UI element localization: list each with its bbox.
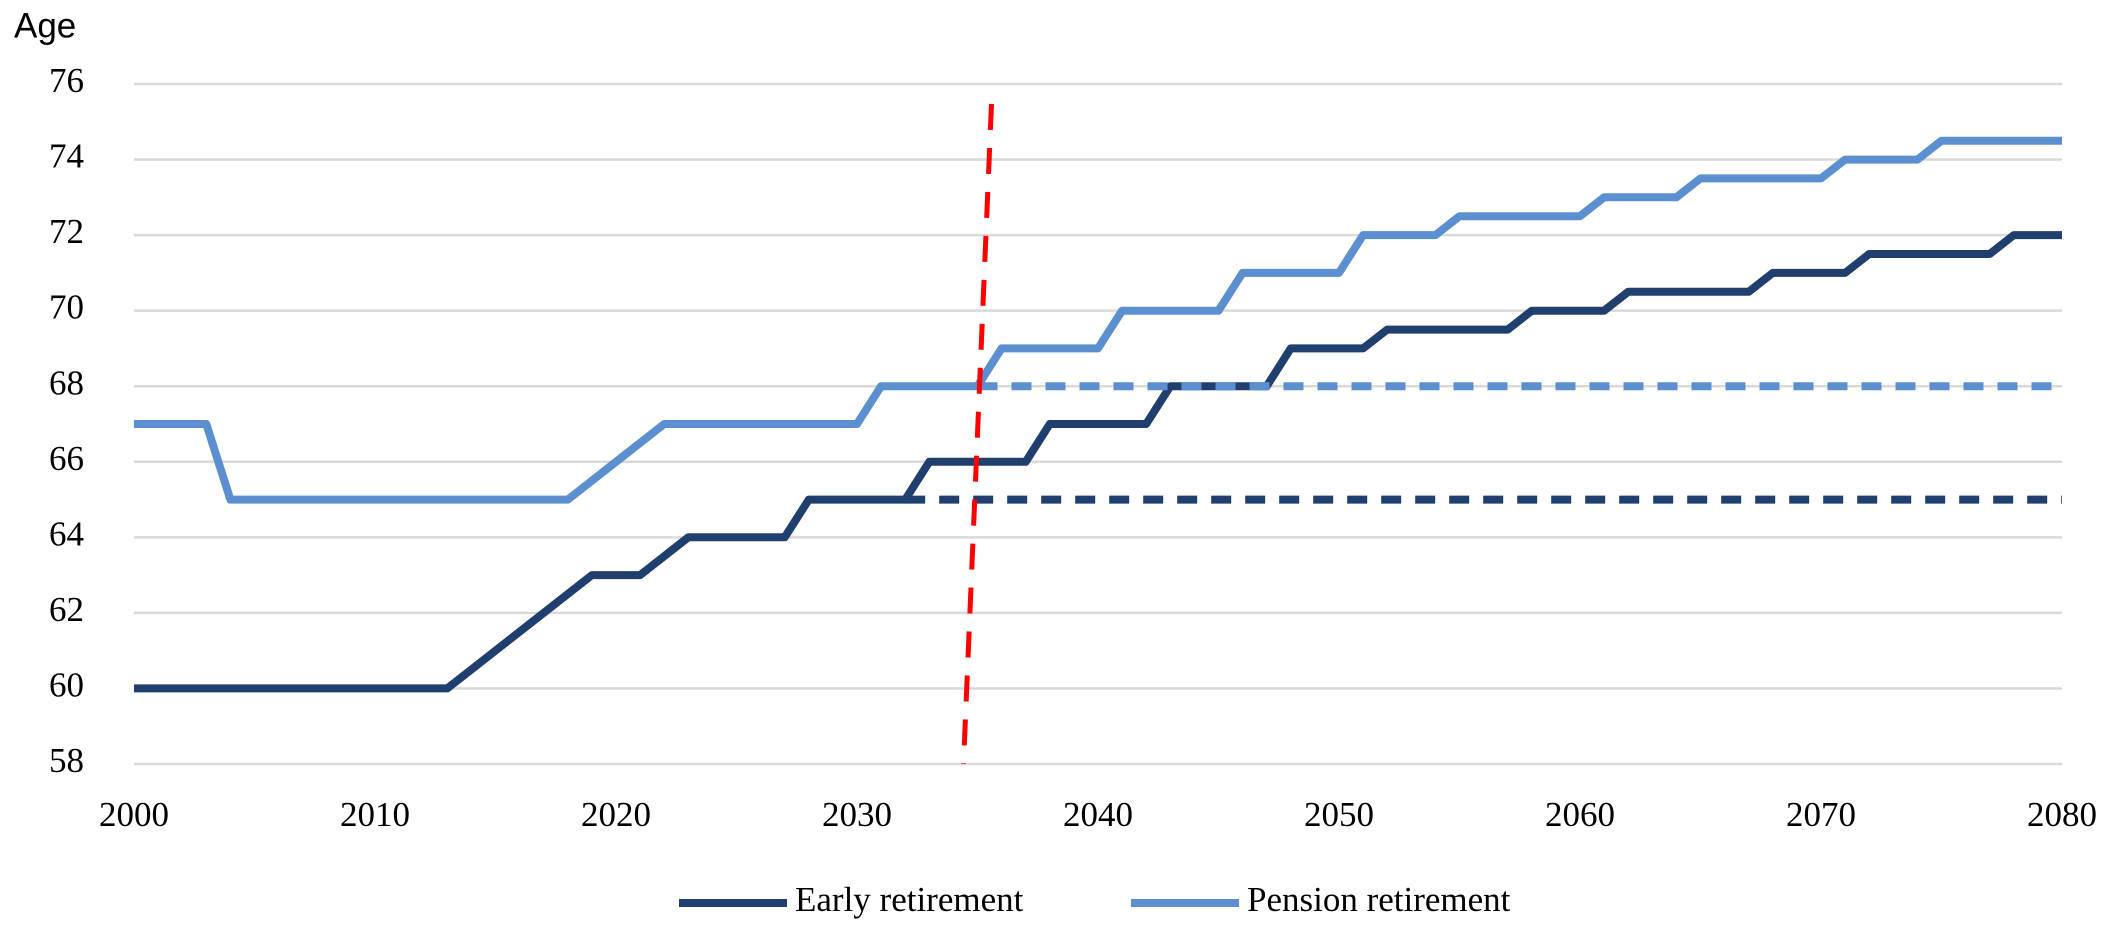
y-axis-label: Age [14, 6, 76, 45]
y-tick-label: 62 [49, 590, 84, 629]
line [134, 231, 2062, 693]
y-tick-label: 72 [49, 212, 84, 251]
x-tick-label: 2000 [99, 795, 169, 834]
reference-line [961, 103, 994, 765]
x-tick-label: 2060 [1545, 795, 1615, 834]
y-tick-label: 74 [49, 137, 84, 176]
y-tick-label: 66 [49, 439, 84, 478]
y-tick-label: 64 [49, 514, 84, 553]
y-tick-label: 76 [49, 61, 84, 100]
line [134, 136, 2062, 504]
x-tick-label: 2050 [1304, 795, 1374, 834]
y-tick-label: 68 [49, 363, 84, 402]
x-tick-label: 2070 [1786, 795, 1856, 834]
y-tick-label: 60 [49, 665, 84, 704]
x-tick-label: 2040 [1063, 795, 1133, 834]
x-tick-label: 2030 [822, 795, 892, 834]
y-tick-label: 70 [49, 288, 84, 327]
x-tick-label: 2010 [340, 795, 410, 834]
legend-label: Pension retirement [1247, 880, 1511, 919]
y-tick-label: 58 [49, 741, 84, 780]
x-tick-label: 2080 [2027, 795, 2097, 834]
legend-label: Early retirement [795, 880, 1024, 919]
x-tick-label: 2020 [581, 795, 651, 834]
